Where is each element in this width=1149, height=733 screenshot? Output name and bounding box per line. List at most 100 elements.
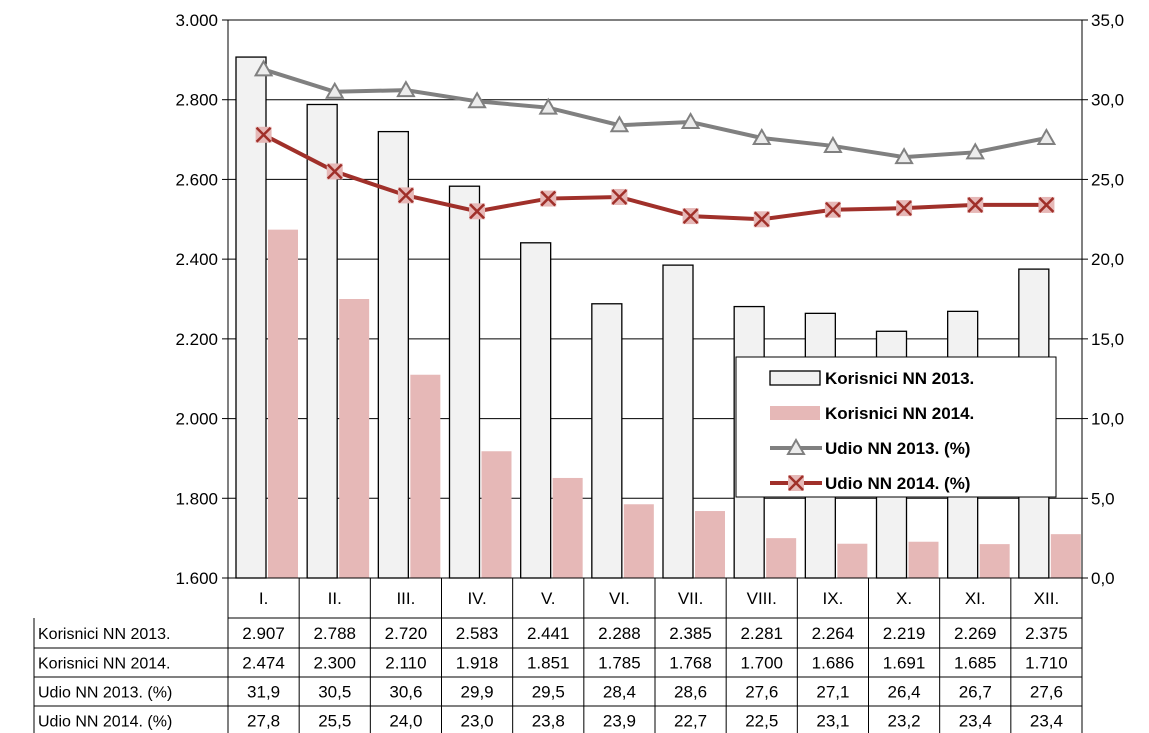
data-label: 30,6 bbox=[389, 683, 422, 702]
marker-x bbox=[255, 126, 272, 143]
table-row-label: Udio NN 2014. (%) bbox=[38, 714, 172, 731]
marker-x bbox=[1038, 197, 1055, 213]
data-label: 23,4 bbox=[1030, 712, 1063, 731]
bar-2 bbox=[623, 504, 654, 578]
bar-1 bbox=[377, 130, 409, 579]
legend-swatch bbox=[769, 370, 821, 386]
bar-2 bbox=[1050, 534, 1081, 578]
line-1-point bbox=[1036, 127, 1057, 145]
bar-2 bbox=[766, 538, 797, 578]
line-1-point bbox=[680, 112, 701, 130]
category-label: XI. bbox=[965, 589, 986, 608]
data-label: 2.720 bbox=[385, 624, 428, 643]
marker-x bbox=[682, 208, 699, 224]
category-label: IV. bbox=[467, 589, 486, 608]
left-axis-tick-label: 2.800 bbox=[175, 91, 218, 110]
right-axis-tick-label: 0,0 bbox=[1091, 569, 1115, 588]
line-1-point bbox=[609, 115, 630, 133]
data-label: 1.768 bbox=[669, 654, 712, 673]
data-label: 2.375 bbox=[1025, 624, 1068, 643]
data-label: 2.288 bbox=[598, 624, 641, 643]
line-2-point bbox=[397, 187, 414, 204]
data-label: 2.300 bbox=[313, 654, 356, 673]
legend-swatch bbox=[770, 406, 820, 420]
data-label: 23,8 bbox=[532, 712, 565, 731]
marker-x bbox=[753, 211, 770, 228]
line-2-point bbox=[824, 201, 841, 218]
data-label: 26,7 bbox=[959, 683, 992, 702]
line-2-point bbox=[1038, 196, 1055, 213]
data-label: 25,5 bbox=[318, 712, 351, 731]
marker-x bbox=[326, 163, 343, 180]
line-1-point bbox=[467, 91, 487, 109]
data-label: 23,9 bbox=[603, 712, 636, 731]
bar-1 bbox=[591, 303, 623, 579]
data-label: 27,6 bbox=[745, 683, 778, 702]
data-label: 24,0 bbox=[389, 712, 422, 731]
marker-x bbox=[540, 190, 557, 207]
data-label: 2.385 bbox=[669, 624, 712, 643]
line-2-point bbox=[896, 200, 913, 217]
data-label: 2.269 bbox=[954, 624, 997, 643]
data-label: 2.788 bbox=[313, 624, 356, 643]
right-axis-tick-label: 5,0 bbox=[1091, 489, 1115, 508]
legend-label: Korisnici NN 2013. bbox=[825, 369, 974, 388]
left-axis-tick-label: 2.400 bbox=[175, 250, 218, 269]
left-axis-tick-label: 2.000 bbox=[175, 410, 218, 429]
bar-2 bbox=[695, 511, 725, 578]
category-label: XII. bbox=[1034, 589, 1060, 608]
data-label: 23,4 bbox=[959, 712, 992, 731]
data-label: 1.918 bbox=[456, 654, 499, 673]
line-1-point bbox=[752, 127, 772, 145]
line-2 bbox=[262, 133, 1047, 222]
category-label: VII. bbox=[678, 589, 704, 608]
data-label: 29,5 bbox=[532, 683, 565, 702]
left-axis-tick-label: 3.000 bbox=[175, 11, 218, 30]
data-label: 22,7 bbox=[674, 712, 707, 731]
line-series bbox=[253, 59, 1057, 228]
line-1-point bbox=[325, 81, 345, 99]
data-label: 1.686 bbox=[812, 654, 855, 673]
table-row-label: Korisnici NN 2014. bbox=[38, 656, 171, 673]
line-2-point bbox=[611, 188, 628, 205]
line-1-point bbox=[965, 142, 985, 160]
data-label: 26,4 bbox=[888, 683, 921, 702]
category-label: II. bbox=[328, 589, 342, 608]
legend-label: Korisnici NN 2014. bbox=[825, 404, 974, 423]
right-axis-tick-label: 30,0 bbox=[1091, 91, 1124, 110]
line-1-point bbox=[538, 97, 558, 115]
right-axis-tick-label: 25,0 bbox=[1091, 170, 1124, 189]
legend-label: Udio NN 2013. (%) bbox=[825, 439, 970, 458]
data-label: 2.441 bbox=[527, 624, 570, 643]
marker-x bbox=[825, 201, 841, 218]
right-axis-tick-label: 35,0 bbox=[1091, 11, 1124, 30]
category-label: VI. bbox=[609, 589, 630, 608]
left-axis-tick-label: 2.600 bbox=[175, 170, 218, 189]
bar-1 bbox=[520, 242, 552, 579]
marker-x bbox=[611, 189, 628, 205]
data-label: 2.281 bbox=[740, 624, 783, 643]
category-label: V. bbox=[541, 589, 556, 608]
line-2-point bbox=[682, 208, 699, 225]
data-label: 27,1 bbox=[816, 683, 849, 702]
left-axis-tick-label: 1.800 bbox=[175, 489, 218, 508]
line-2-point bbox=[540, 190, 557, 207]
data-label: 2.264 bbox=[812, 624, 855, 643]
data-label: 31,9 bbox=[247, 683, 280, 702]
data-label: 27,8 bbox=[247, 712, 280, 731]
line-1-point bbox=[396, 80, 416, 98]
line-1-point bbox=[253, 59, 274, 77]
data-label: 2.907 bbox=[242, 624, 285, 643]
left-axis-tick-label: 1.600 bbox=[175, 569, 218, 588]
data-label: 1.785 bbox=[598, 654, 641, 673]
category-label: IX. bbox=[823, 589, 844, 608]
bar-2 bbox=[552, 477, 583, 578]
bar-2 bbox=[837, 543, 868, 578]
table-row-label: Udio NN 2013. (%) bbox=[38, 685, 172, 702]
data-label: 2.110 bbox=[385, 654, 426, 673]
data-label: 23,1 bbox=[816, 712, 849, 731]
marker-x bbox=[967, 197, 984, 213]
bar-1 bbox=[306, 103, 338, 579]
right-axis-tick-label: 15,0 bbox=[1091, 330, 1124, 349]
